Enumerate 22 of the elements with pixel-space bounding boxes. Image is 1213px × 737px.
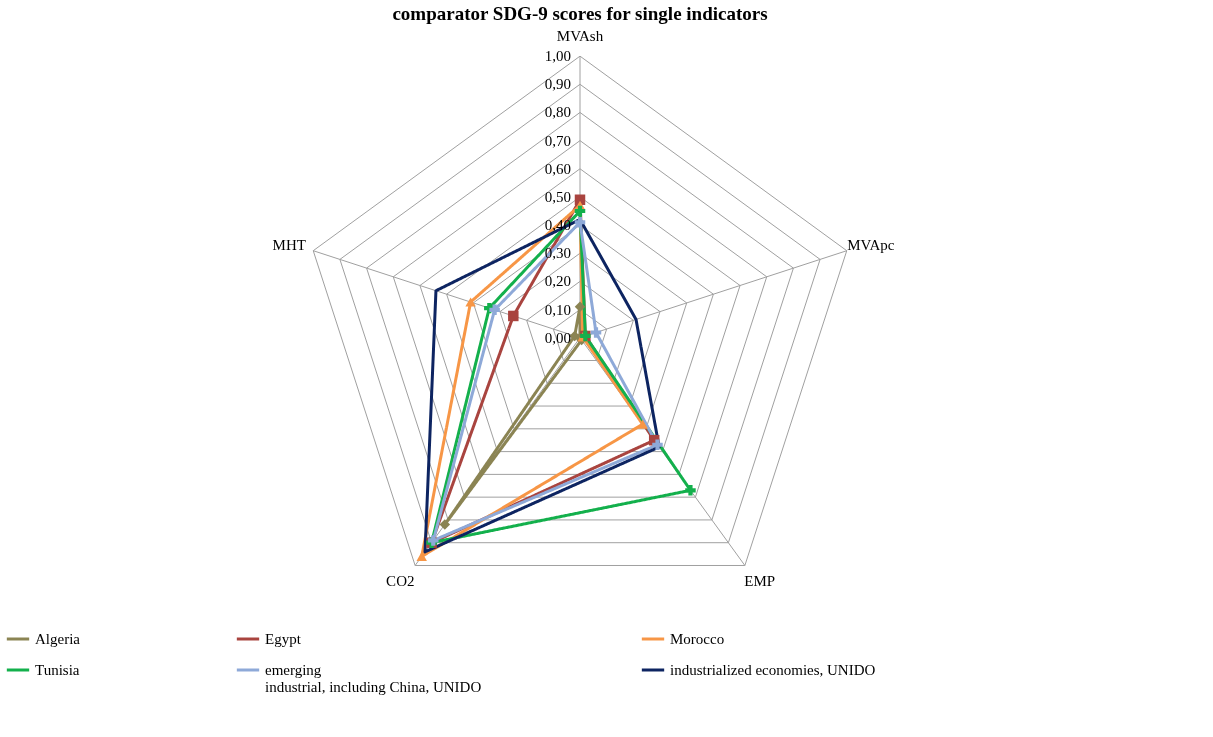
spoke-label: EMP	[744, 573, 776, 590]
spoke-label: MVApc	[847, 236, 895, 253]
legend-label: Morocco	[670, 631, 725, 647]
y-tick-label: 0,00	[544, 329, 571, 346]
y-tick-label: 0,70	[544, 132, 571, 149]
y-tick-label: 0,30	[544, 245, 571, 262]
spoke-label: CO2	[386, 573, 415, 590]
legend-label: emerging industrial, including China, UNIDO	[265, 662, 482, 695]
chart-title: comparator SDG-9 scores for single indicators	[392, 3, 768, 24]
y-tick-label: 0,50	[544, 188, 571, 205]
y-tick-label: 0,10	[544, 301, 571, 318]
y-tick-label: 0,60	[544, 160, 571, 177]
legend-label: Algeria	[35, 631, 81, 647]
y-tick-label: 1,00	[544, 48, 571, 65]
y-tick-label: 0,90	[544, 76, 571, 93]
y-tick-label: 0,80	[544, 104, 571, 121]
y-tick-label: 0,20	[544, 273, 571, 290]
spoke-label: MVAsh	[556, 28, 604, 45]
legend-label: Tunisia	[35, 662, 80, 678]
legend-label: Egypt	[265, 631, 302, 647]
spoke-label: MHT	[272, 236, 306, 253]
legend-label: industrialized economies, UNIDO	[670, 662, 876, 678]
